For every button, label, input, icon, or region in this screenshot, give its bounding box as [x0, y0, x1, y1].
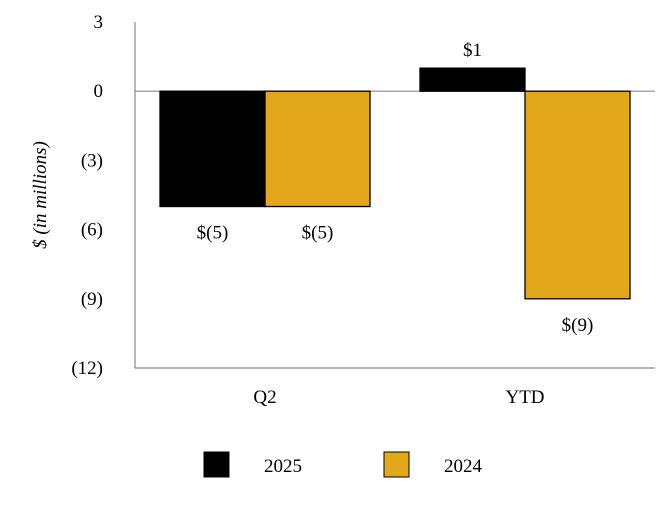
legend-swatch-2025: [203, 451, 230, 478]
y-tick-label: (6): [81, 220, 103, 241]
labels-layer: 3 0 (3) (6) (9) (12) Q2 $(5) $(5) YTD $1 $(9): [71, 12, 593, 408]
y-tick-label: (12): [71, 358, 103, 379]
x-tick-label: Q2: [253, 387, 276, 408]
legend-swatch-2024: [383, 451, 410, 478]
bar-2025-YTD: [419, 67, 526, 92]
x-tick-label: YTD: [505, 387, 544, 408]
legend-label-2024: 2024: [444, 456, 483, 477]
legend-label-2025: 2025: [264, 456, 302, 477]
y-tick-label: (3): [81, 150, 103, 171]
data-label: $(5): [197, 223, 229, 244]
y-tick-label: (9): [81, 289, 103, 310]
bar-2024-Q2: [264, 90, 371, 208]
y-tick-label: 0: [94, 81, 104, 102]
y-axis-label: $ (in millions): [30, 141, 51, 249]
bar-2024-YTD: [524, 90, 631, 300]
data-label: $1: [463, 40, 482, 61]
bars-layer: [159, 67, 631, 300]
data-label: $(5): [302, 223, 334, 244]
bar-2025-Q2: [159, 90, 266, 208]
legend: 2025 2024: [203, 451, 483, 478]
data-label: $(9): [562, 315, 594, 336]
y-tick-label: 3: [94, 12, 104, 33]
